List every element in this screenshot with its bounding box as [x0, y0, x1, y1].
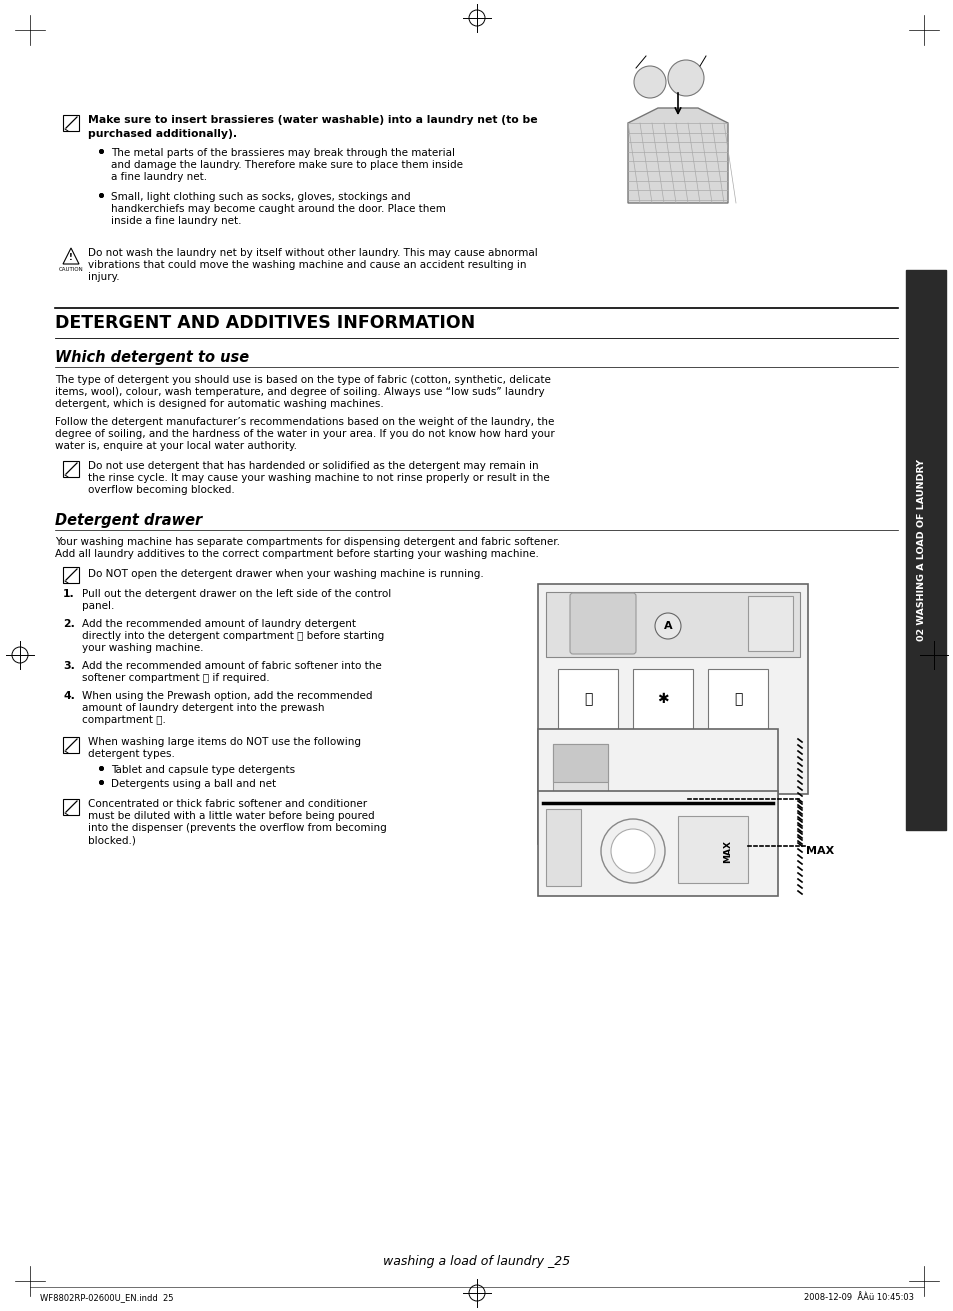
Text: inside a fine laundry net.: inside a fine laundry net.	[111, 216, 241, 225]
Circle shape	[600, 819, 664, 884]
Bar	[747, 597, 792, 652]
Bar	[678, 815, 747, 884]
Text: MAX: MAX	[805, 846, 833, 856]
Text: 02 WASHING A LOAD OF LAUNDRY: 02 WASHING A LOAD OF LAUNDRY	[917, 459, 925, 641]
Text: Detergents using a ball and net: Detergents using a ball and net	[111, 779, 275, 789]
Text: A: A	[663, 621, 672, 631]
Text: 2008-12-09  ÅÀü 10:45:03: 2008-12-09 ÅÀü 10:45:03	[803, 1293, 913, 1302]
Text: washing a load of laundry _25: washing a load of laundry _25	[383, 1255, 570, 1268]
Circle shape	[655, 614, 680, 638]
Text: must be diluted with a little water before being poured: must be diluted with a little water befo…	[88, 812, 375, 821]
Bar	[537, 729, 778, 844]
Text: Add the recommended amount of laundry detergent: Add the recommended amount of laundry de…	[82, 619, 355, 629]
Text: Concentrated or thick fabric softener and conditioner: Concentrated or thick fabric softener an…	[88, 798, 367, 809]
Text: water is, enquire at your local water authority.: water is, enquire at your local water au…	[55, 440, 296, 451]
Polygon shape	[627, 108, 727, 203]
Text: WF8802RP-02600U_EN.indd  25: WF8802RP-02600U_EN.indd 25	[40, 1293, 173, 1302]
Bar	[622, 745, 722, 773]
Text: Tablet and capsule type detergents: Tablet and capsule type detergents	[111, 766, 294, 775]
Text: The type of detergent you should use is based on the type of fabric (cotton, syn: The type of detergent you should use is …	[55, 375, 550, 385]
Text: overflow becoming blocked.: overflow becoming blocked.	[88, 485, 234, 496]
Text: softener compartment Ⓢ if required.: softener compartment Ⓢ if required.	[82, 673, 270, 683]
Circle shape	[667, 60, 703, 96]
Text: vibrations that could move the washing machine and cause an accident resulting i: vibrations that could move the washing m…	[88, 260, 526, 270]
Bar	[633, 669, 692, 729]
Text: into the dispenser (prevents the overflow from becoming: into the dispenser (prevents the overflo…	[88, 823, 386, 832]
Text: Follow the detergent manufacturer’s recommendations based on the weight of the l: Follow the detergent manufacturer’s reco…	[55, 417, 554, 427]
Text: Do not use detergent that has hardended or solidified as the detergent may remai: Do not use detergent that has hardended …	[88, 461, 538, 471]
Text: the rinse cycle. It may cause your washing machine to not rinse properly or resu: the rinse cycle. It may cause your washi…	[88, 473, 549, 482]
Text: When washing large items do NOT use the following: When washing large items do NOT use the …	[88, 737, 360, 747]
Text: your washing machine.: your washing machine.	[82, 642, 203, 653]
Text: ⓘ: ⓘ	[733, 692, 741, 707]
Bar	[707, 669, 767, 729]
Bar	[607, 798, 687, 829]
Text: !: !	[69, 253, 72, 262]
Bar	[545, 809, 580, 886]
Text: Make sure to insert brassieres (water washable) into a laundry net (to be: Make sure to insert brassieres (water wa…	[88, 115, 537, 125]
Circle shape	[610, 829, 655, 873]
Bar	[558, 669, 618, 729]
Bar	[63, 115, 79, 131]
Text: handkerchiefs may become caught around the door. Place them: handkerchiefs may become caught around t…	[111, 205, 445, 214]
Text: directly into the detergent compartment ⓘ before starting: directly into the detergent compartment …	[82, 631, 384, 641]
Bar	[63, 461, 79, 477]
Bar	[553, 745, 607, 834]
Text: DETERGENT AND ADDITIVES INFORMATION: DETERGENT AND ADDITIVES INFORMATION	[55, 315, 475, 332]
Text: ⓘ: ⓘ	[583, 692, 592, 707]
Polygon shape	[63, 248, 79, 264]
Text: Small, light clothing such as socks, gloves, stockings and: Small, light clothing such as socks, glo…	[111, 191, 410, 202]
FancyBboxPatch shape	[569, 593, 636, 654]
Text: The metal parts of the brassieres may break through the material: The metal parts of the brassieres may br…	[111, 148, 455, 159]
Text: a fine laundry net.: a fine laundry net.	[111, 172, 207, 182]
Text: and damage the laundry. Therefore make sure to place them inside: and damage the laundry. Therefore make s…	[111, 160, 462, 170]
Text: Add the recommended amount of fabric softener into the: Add the recommended amount of fabric sof…	[82, 661, 381, 671]
Text: 4.: 4.	[63, 691, 74, 701]
Text: degree of soiling, and the hardness of the water in your area. If you do not kno: degree of soiling, and the hardness of t…	[55, 429, 554, 439]
Bar	[63, 798, 79, 815]
Text: ✱: ✱	[657, 692, 668, 707]
Text: 3.: 3.	[63, 661, 74, 671]
Text: purchased additionally).: purchased additionally).	[88, 128, 237, 139]
Text: 2.: 2.	[63, 619, 74, 629]
Circle shape	[634, 66, 665, 98]
Text: MAX: MAX	[722, 839, 732, 863]
Text: 1.: 1.	[63, 589, 74, 599]
Text: amount of laundry detergent into the prewash: amount of laundry detergent into the pre…	[82, 703, 324, 713]
Text: Your washing machine has separate compartments for dispensing detergent and fabr: Your washing machine has separate compar…	[55, 538, 559, 547]
Bar	[905, 270, 945, 830]
Text: Add all laundry additives to the correct compartment before starting your washin: Add all laundry additives to the correct…	[55, 549, 538, 558]
Bar	[537, 583, 807, 794]
Text: detergent types.: detergent types.	[88, 749, 174, 759]
Bar	[63, 566, 79, 583]
Text: Do not wash the laundry net by itself without other laundry. This may cause abno: Do not wash the laundry net by itself wi…	[88, 248, 537, 258]
Bar	[537, 791, 778, 895]
Text: blocked.): blocked.)	[88, 835, 135, 846]
Text: items, wool), colour, wash temperature, and degree of soiling. Always use “low s: items, wool), colour, wash temperature, …	[55, 387, 544, 397]
Text: When using the Prewash option, add the recommended: When using the Prewash option, add the r…	[82, 691, 372, 701]
Text: Detergent drawer: Detergent drawer	[55, 513, 202, 528]
Text: compartment ⓘ.: compartment ⓘ.	[82, 714, 166, 725]
Text: Do NOT open the detergent drawer when your washing machine is running.: Do NOT open the detergent drawer when yo…	[88, 569, 483, 579]
Bar	[553, 745, 607, 781]
Text: Which detergent to use: Which detergent to use	[55, 350, 249, 364]
Text: Pull out the detergent drawer on the left side of the control: Pull out the detergent drawer on the lef…	[82, 589, 391, 599]
Text: detergent, which is designed for automatic washing machines.: detergent, which is designed for automat…	[55, 399, 383, 409]
Bar	[63, 737, 79, 753]
Bar	[545, 593, 800, 657]
Text: panel.: panel.	[82, 600, 114, 611]
Text: injury.: injury.	[88, 271, 119, 282]
Text: CAUTION: CAUTION	[58, 267, 83, 271]
